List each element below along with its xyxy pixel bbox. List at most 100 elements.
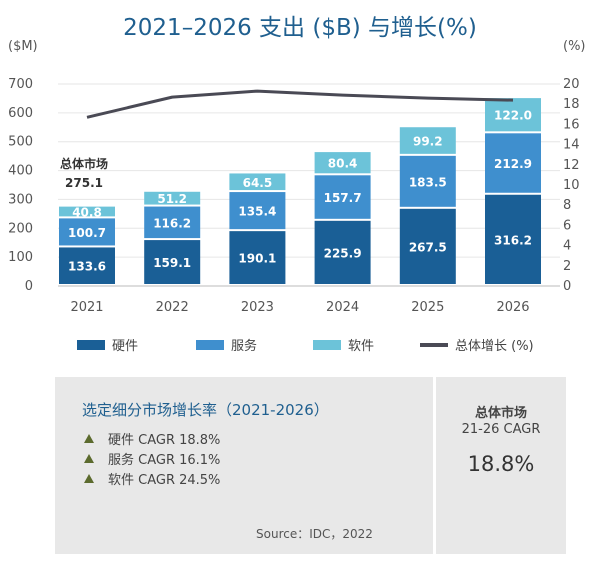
x-tick-label: 2021: [70, 300, 103, 315]
y-tick-label: 200: [8, 221, 33, 236]
bar-2026-series-2: [485, 98, 541, 132]
total-annotation: 总体市场 275.1: [60, 156, 108, 190]
x-tick-label: 2025: [411, 300, 444, 315]
y2-tick-label: 8: [563, 198, 571, 213]
left-axis-unit: ($M): [8, 39, 38, 54]
legend: 硬件 服务 软件 总体增长 (%): [77, 338, 534, 354]
cagr-row-software: 软件 CAGR 24.5%: [84, 469, 220, 488]
bar-2025-series-0: [399, 208, 456, 284]
cagr-text: 服务 CAGR 16.1%: [108, 453, 221, 468]
legend-label: 服务: [231, 338, 257, 354]
bar-2021-series-0: [59, 247, 115, 284]
bar-value-label: 316.2: [494, 233, 532, 247]
y2-tick-label: 0: [563, 279, 571, 294]
y-tick-label: 300: [8, 192, 33, 207]
y2-tick-label: 16: [563, 117, 580, 132]
source-note: Source：IDC，2022: [256, 527, 373, 541]
x-tick-label: 2026: [496, 300, 529, 315]
y2-tick-label: 6: [563, 218, 571, 233]
bar-value-label: 267.5: [409, 240, 447, 254]
overall-cagr-value: 18.8%: [467, 452, 535, 476]
y-tick-label: 500: [8, 135, 33, 150]
bar-value-label: 64.5: [243, 176, 273, 190]
bar-2023-series-0: [229, 231, 286, 284]
legend-label: 总体增长 (%): [455, 339, 534, 354]
bar-2021-series-1: [59, 218, 115, 246]
bar-2024-series-1: [314, 175, 371, 219]
overall-cagr-panel: 总体市场 21-26 CAGR 18.8%: [436, 377, 566, 554]
y2-tick-label: 2: [563, 259, 571, 274]
chart-title: 2021–2026 支出 ($B) 与增长(%): [123, 15, 477, 41]
bar-2023-series-1: [229, 192, 286, 230]
bar-value-label: 225.9: [324, 246, 362, 260]
bar-value-label: 135.4: [238, 205, 276, 219]
y-tick-label: 700: [8, 77, 33, 92]
chart-area: ($M) 0 100 200 300 400 500 600 700 (%) 0 2 4 6 8 10 12 1…: [8, 39, 586, 354]
bar-value-label: 80.4: [328, 157, 358, 171]
cagr-text: 软件 CAGR 24.5%: [108, 473, 221, 488]
legend-swatch: [313, 340, 341, 350]
right-axis: (%) 0 2 4 6 8 10 12 14 16 18 20: [563, 39, 586, 294]
total-market-label: 总体市场: [60, 156, 108, 171]
y2-tick-label: 20: [563, 77, 580, 92]
bar-value-label: 40.8: [72, 206, 102, 220]
cagr-row-hardware: 硬件 CAGR 18.8%: [84, 429, 220, 448]
legend-swatch: [77, 340, 105, 350]
bar-2023-series-2: [229, 173, 286, 191]
legend-swatch: [196, 340, 224, 350]
x-tick-label: 2022: [156, 300, 189, 315]
y-tick-label: 600: [8, 106, 33, 121]
growth-line-layer: [86, 89, 514, 119]
bar-value-label: 212.9: [494, 157, 532, 171]
bar-value-label: 157.7: [324, 191, 362, 205]
bar-2025-series-1: [399, 155, 456, 207]
left-axis: ($M) 0 100 200 300 400 500 600 700: [8, 39, 38, 294]
legend-label: 硬件: [112, 339, 138, 354]
bar-2022-series-1: [144, 206, 201, 239]
bar-2022-series-2: [144, 191, 201, 205]
triangle-up-icon: [84, 474, 94, 483]
y2-tick-label: 10: [563, 178, 580, 193]
triangle-up-icon: [84, 434, 94, 443]
bar-2022-series-0: [144, 240, 201, 284]
cagr-text: 硬件 CAGR 18.8%: [108, 433, 221, 448]
bar-value-label: 51.2: [157, 192, 187, 206]
bar-2021-series-2: [59, 206, 115, 217]
overall-market-label: 总体市场: [474, 406, 527, 421]
bar-2025-series-2: [399, 127, 456, 154]
bar-value-label: 190.1: [238, 252, 276, 266]
bar-value-label: 122.0: [494, 109, 532, 123]
x-tick-label: 2024: [326, 300, 359, 315]
bar-value-label: 99.2: [413, 135, 443, 149]
y2-tick-label: 14: [563, 138, 580, 153]
bar-value-label: 100.7: [68, 226, 106, 240]
bar-value-label: 133.6: [68, 260, 106, 274]
bar-value-label: 116.2: [153, 216, 191, 230]
cagr-row-services: 服务 CAGR 16.1%: [84, 449, 220, 468]
y2-tick-label: 12: [563, 158, 580, 173]
bars: 133.6 100.7 40.8 159.1 116.2 51.2 190.1 135.4 64…: [59, 98, 541, 284]
triangle-up-icon: [84, 454, 94, 463]
x-axis: 2021 2022 2023 2024 2025 2026: [58, 285, 560, 315]
y-tick-label: 400: [8, 164, 33, 179]
y2-tick-label: 4: [563, 239, 571, 254]
bar-2024-series-2: [314, 152, 371, 174]
total-market-value: 275.1: [65, 176, 103, 190]
bar-value-label: 183.5: [409, 175, 447, 189]
legend-swatch-line: [420, 343, 448, 347]
x-tick-label: 2023: [241, 300, 274, 315]
bar-2026-series-1: [485, 133, 541, 193]
bar-2024-series-0: [314, 220, 371, 284]
cagr-period-label: 21-26 CAGR: [461, 422, 541, 437]
y-tick-label: 100: [8, 250, 33, 265]
grid: [58, 83, 560, 258]
y2-tick-label: 18: [563, 97, 580, 112]
cagr-panel: 选定细分市场增长率（2021-2026） 硬件 CAGR 18.8% 服务 CA…: [55, 377, 433, 554]
right-axis-unit: (%): [563, 39, 586, 54]
bar-2026-series-0: [485, 194, 541, 284]
growth-line: [86, 89, 514, 119]
legend-label: 软件: [348, 339, 374, 354]
panel-title: 选定细分市场增长率（2021-2026）: [82, 401, 329, 419]
y-tick-label: 0: [25, 279, 33, 294]
bar-value-label: 159.1: [153, 256, 191, 270]
